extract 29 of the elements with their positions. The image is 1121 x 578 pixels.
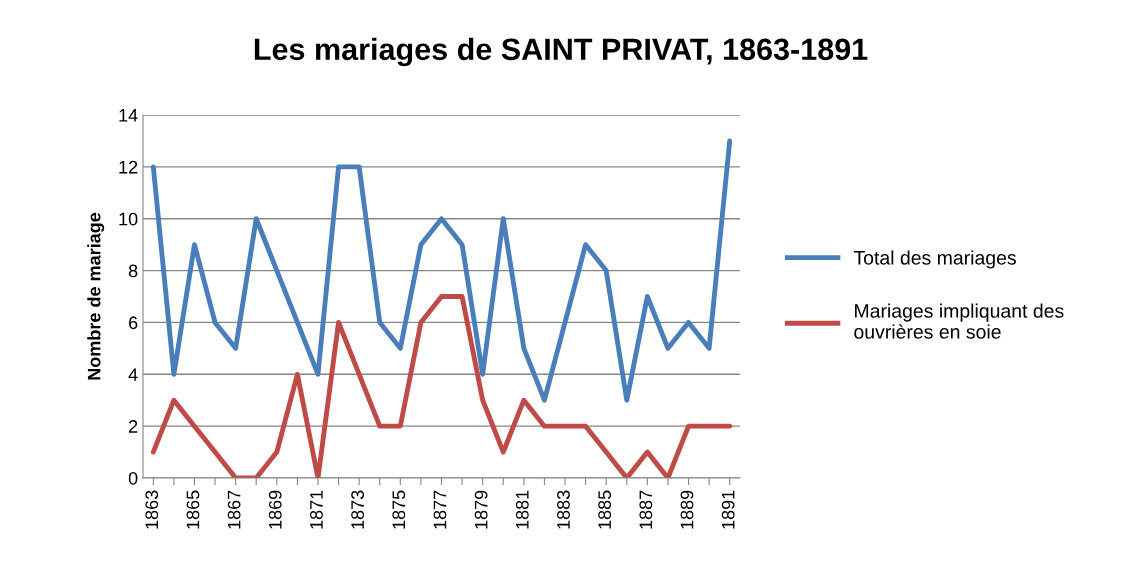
line-series [150,138,733,403]
x-tick-label: 1875 [392,490,406,529]
y-tick-label: 12 [119,160,138,174]
x-tick-label: 1867 [227,490,241,529]
x-tick-label: 1885 [598,490,612,529]
line-series [150,294,733,478]
y-tick-label: 4 [128,368,138,381]
x-tick-label: 1869 [268,490,282,529]
legend-label: Mariages impliquant des ouvrières en soie [854,303,1064,339]
y-axis-title: Nombre de mariage [87,212,105,380]
x-tick-label: 1865 [186,490,200,529]
chart-title: Les mariages de SAINT PRIVAT, 1863-1891 [254,37,868,67]
x-tick-label: 1889 [680,490,694,529]
x-tick-label: 1883 [557,490,570,529]
y-tick-label: 14 [119,109,138,122]
x-tick-label: 1887 [639,490,653,529]
legend-label: Total des mariages [853,250,1016,269]
y-tick-label: 2 [129,420,138,433]
x-tick-label: 1863 [145,490,159,529]
x-tick-label: 1891 [721,490,735,529]
x-tick-label: 1871 [310,490,323,529]
y-tick-label: 6 [129,316,138,330]
x-tick-label: 1881 [515,490,529,529]
y-tick-label: 0 [128,471,138,485]
y-tick-label: 8 [128,264,138,278]
x-tick-label: 1877 [433,490,447,529]
x-tick-label: 1873 [351,490,364,529]
y-tick-label: 10 [119,212,138,226]
x-tick-label: 1879 [474,490,488,529]
